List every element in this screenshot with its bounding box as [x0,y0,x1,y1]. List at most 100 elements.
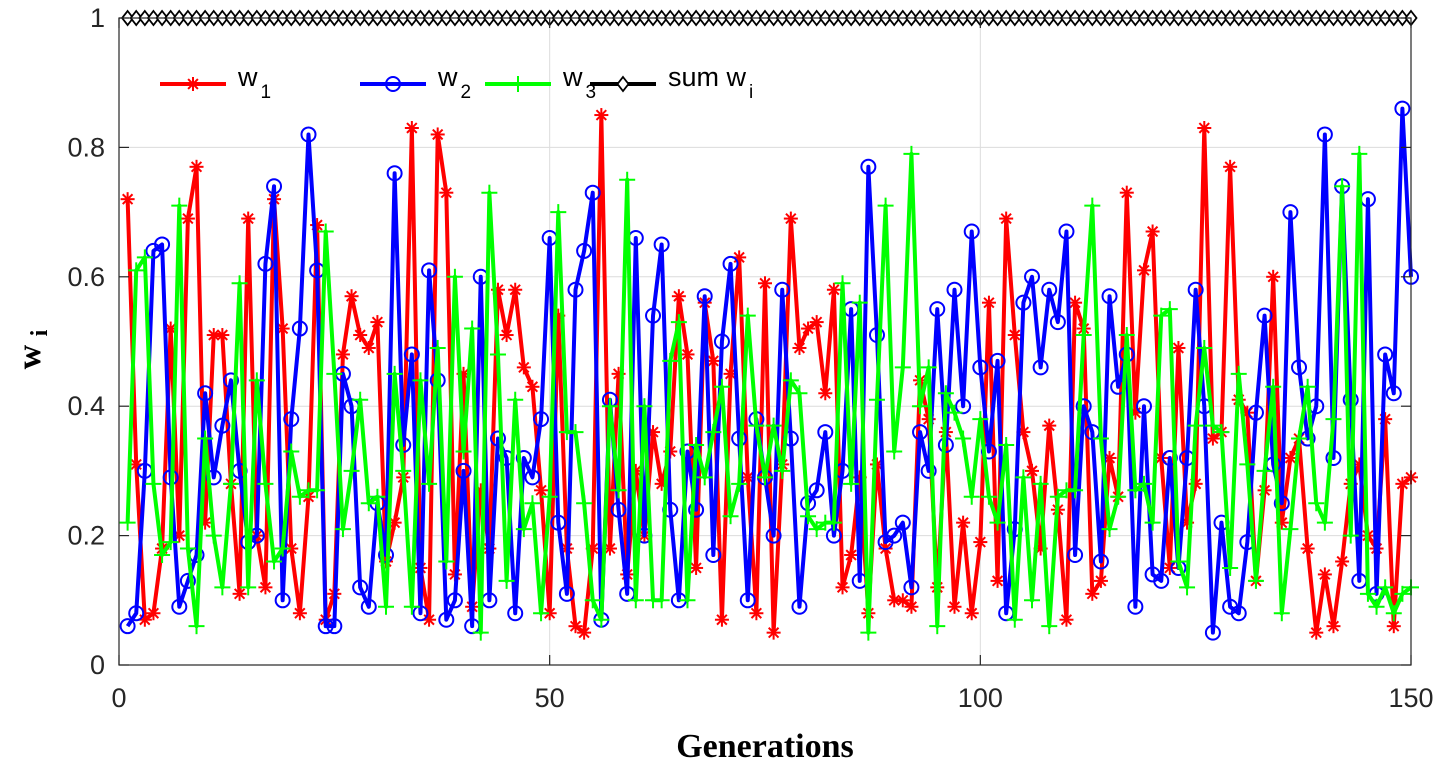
data-point [344,289,359,304]
data-point [438,611,455,628]
data-point [877,197,894,214]
data-point [1059,612,1074,627]
data-point [1127,598,1144,615]
data-point [1187,417,1204,434]
data-point [868,391,885,408]
data-point [370,315,385,330]
data-point [1394,585,1411,602]
data-point [791,598,808,615]
legend-label-main: w [562,62,583,92]
data-point [844,548,859,563]
data-point [1025,463,1040,478]
data-point [1317,567,1332,582]
legend-label-sub: i [749,82,753,103]
data-point [525,379,540,394]
data-point [455,462,472,479]
data-point [274,540,291,557]
axis-ticks: 0 50 100 150 0 0.2 0.4 0.6 0.8 1 [67,3,1433,713]
data-point [593,611,610,628]
data-point [1084,197,1101,214]
data-point [1110,488,1127,505]
data-point [534,483,549,498]
data-point [1075,398,1092,415]
data-point [1342,527,1359,544]
data-point [360,495,377,512]
data-point [1118,327,1135,344]
data-point [274,592,291,609]
plot-frame [118,17,1412,666]
data-point [963,223,980,240]
data-point [1342,391,1359,408]
data-point [1230,605,1247,622]
data-point [507,605,524,622]
data-point [765,417,782,434]
series-line [125,106,1413,635]
data-point [1187,281,1204,298]
data-point [1171,340,1186,355]
legend-label: w1 [237,62,271,103]
data-point [1136,263,1151,278]
data-point [1282,521,1299,538]
data-point [765,527,782,544]
data-point [1067,482,1084,499]
y-tick-label: 0.8 [67,132,105,162]
data-point [189,159,204,174]
data-point [576,495,593,512]
data-point [1283,450,1298,465]
data-point [550,514,567,531]
data-point [1049,314,1066,331]
data-point [284,541,299,556]
data-point [758,276,772,291]
data-point [1377,579,1394,596]
x-tick-label: 100 [958,683,1003,713]
data-point [912,398,929,415]
data-point [680,347,695,362]
data-point [817,424,834,441]
data-point [722,508,739,525]
data-point [576,242,593,259]
data-point [964,606,979,621]
data-point [834,275,851,292]
data-point [412,605,429,622]
data-point [1092,430,1109,447]
data-point [713,333,730,350]
data-point [584,184,601,201]
data-point [1334,178,1351,195]
data-point [403,598,420,615]
data-point [464,320,481,337]
data-point [1197,120,1212,135]
y-tick-label: 0.2 [67,521,105,551]
data-point [352,579,369,596]
data-point [1153,572,1170,589]
data-point [1325,411,1342,428]
data-point [1223,159,1238,174]
data-point [1015,469,1032,486]
data-point [809,315,824,330]
data-point [774,281,791,298]
data-point [1135,398,1152,415]
data-point [179,572,196,589]
data-point [438,553,455,570]
data-point [353,328,368,343]
data-point [627,592,644,609]
data-point [696,288,713,305]
data-point [222,372,239,389]
data-point [801,321,816,336]
data-point [1386,619,1401,634]
data-point [317,618,334,635]
data-point [1291,359,1308,376]
data-point [386,365,403,382]
data-point [360,598,377,615]
data-point [748,417,765,434]
data-point [766,625,781,640]
data-point [1378,412,1393,427]
data-point [446,268,463,285]
data-point [446,592,463,609]
data-point [550,204,567,221]
data-point [205,527,222,544]
data-point [343,462,360,479]
data-point [774,462,791,479]
data-point [610,501,627,518]
data-point [258,580,273,595]
